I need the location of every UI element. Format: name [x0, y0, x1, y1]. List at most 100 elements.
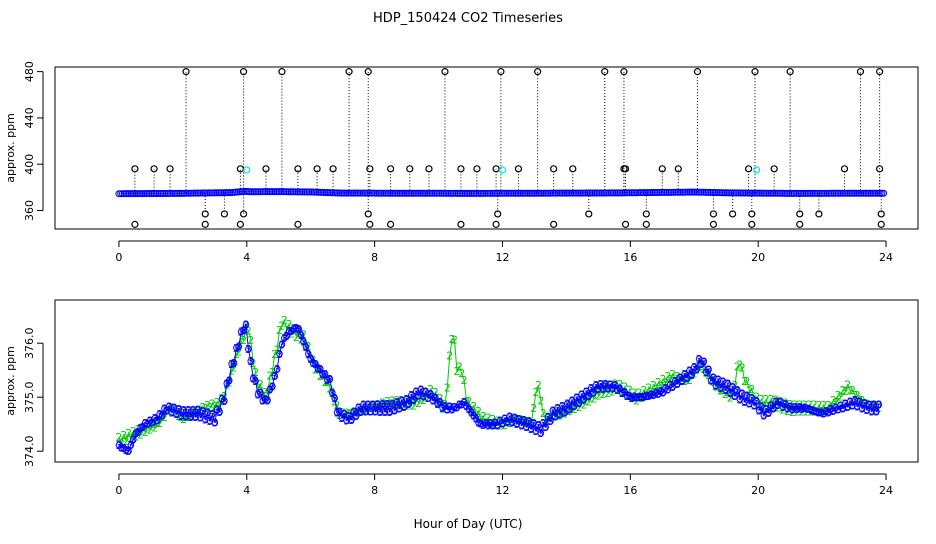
data-point-blue — [760, 412, 768, 419]
x-tick-label: 12 — [495, 251, 509, 264]
y-tick-label: 360 — [23, 200, 36, 221]
data-point-blue — [669, 383, 676, 391]
data-point-low — [796, 220, 804, 228]
x-tick-label: 20 — [751, 251, 765, 264]
y-tick-label: 376.0 — [23, 327, 36, 359]
data-point-blue — [815, 409, 823, 417]
data-point-excursion — [313, 165, 321, 173]
data-point-blue — [580, 396, 588, 403]
x-tick-label: 0 — [115, 484, 122, 497]
series-2-marker: 2 — [156, 417, 163, 430]
data-point-blue — [873, 408, 880, 415]
data-point-blue — [571, 402, 578, 410]
x-tick-label: 24 — [879, 484, 893, 497]
data-point-low — [294, 220, 302, 228]
y-axis-label: approx. ppm — [4, 113, 17, 183]
data-point-blue — [242, 321, 250, 328]
data-point-blue — [379, 400, 386, 408]
data-point-blue — [731, 392, 739, 400]
data-point-excursion — [621, 165, 630, 173]
data-point-blue — [302, 343, 310, 351]
x-tick-label: 8 — [371, 251, 378, 264]
data-point-low — [131, 220, 139, 228]
data-point-low — [642, 220, 650, 228]
data-point-spike — [364, 68, 372, 76]
data-point-blue — [405, 400, 413, 408]
data-point-excursion — [674, 165, 682, 173]
data-point-blue — [726, 389, 734, 397]
x-tick-label: 8 — [371, 484, 378, 497]
data-point-blue — [362, 408, 370, 415]
data-point-blue — [316, 365, 324, 373]
data-point-excursion — [201, 210, 209, 218]
data-point-blue — [348, 416, 355, 424]
data-point-blue — [503, 418, 511, 426]
data-point-blue — [314, 365, 322, 372]
data-point-blue — [638, 393, 645, 401]
data-point-excursion — [406, 165, 414, 173]
data-point-excursion — [166, 165, 174, 173]
data-point-low — [748, 220, 756, 228]
data-point-blue — [245, 345, 252, 353]
data-point-excursion — [131, 165, 139, 173]
data-point-spike — [182, 68, 190, 76]
data-point-blue — [722, 386, 729, 394]
data-point-cyan — [498, 166, 507, 174]
data-point-low — [877, 220, 885, 228]
data-point-excursion — [658, 165, 666, 173]
data-point-blue — [427, 390, 434, 398]
data-point-excursion — [220, 210, 229, 218]
data-point-blue — [211, 419, 219, 426]
data-point-blue — [693, 366, 700, 373]
data-point-low — [709, 220, 718, 228]
data-point-blue — [868, 408, 875, 415]
data-point-blue — [700, 358, 708, 365]
data-point-blue — [753, 397, 760, 405]
data-point-spike — [278, 68, 286, 76]
data-point-blue — [803, 405, 811, 412]
data-point-blue — [158, 412, 166, 419]
data-point-blue — [326, 375, 334, 383]
data-point-blue — [748, 394, 756, 402]
data-point-spike — [601, 68, 609, 76]
data-point-blue — [376, 408, 384, 416]
data-point-excursion — [425, 165, 433, 173]
data-point-excursion — [387, 165, 395, 173]
data-point-blue — [683, 374, 691, 382]
y-tick-label: 440 — [23, 107, 36, 128]
data-point-excursion — [569, 165, 577, 173]
plot-frame — [54, 66, 919, 230]
data-point-blue — [511, 414, 518, 421]
data-point-spike — [345, 68, 353, 76]
data-point-blue — [436, 398, 444, 406]
data-point-excursion — [329, 165, 337, 173]
data-point-blue — [247, 357, 255, 365]
x-tick-label: 4 — [243, 484, 250, 497]
data-point-blue — [185, 406, 192, 414]
data-point-blue — [542, 423, 549, 431]
data-point-blue — [568, 397, 576, 404]
series-2-marker: 2 — [192, 406, 199, 419]
data-point-blue — [561, 409, 569, 416]
series-2-marker: 2 — [686, 374, 693, 387]
data-point-blue — [235, 343, 243, 350]
data-point-blue — [278, 341, 286, 348]
data-point-blue — [870, 401, 878, 408]
plot-frame — [54, 299, 919, 463]
data-point-excursion — [262, 165, 270, 173]
data-point-blue — [549, 407, 557, 414]
data-point-excursion — [748, 210, 756, 218]
data-point-excursion — [494, 210, 502, 218]
data-point-blue — [216, 408, 223, 416]
data-point-blue — [729, 383, 736, 391]
data-point-spike — [786, 68, 794, 76]
data-point-blue — [611, 381, 619, 389]
data-point-low — [492, 220, 500, 228]
data-point-blue — [844, 403, 851, 411]
data-point-blue — [225, 377, 233, 384]
data-point-blue — [688, 371, 696, 379]
data-point-excursion — [585, 210, 593, 218]
data-point-blue — [300, 338, 307, 345]
x-tick-label: 0 — [115, 251, 122, 264]
data-point-blue — [515, 415, 523, 423]
